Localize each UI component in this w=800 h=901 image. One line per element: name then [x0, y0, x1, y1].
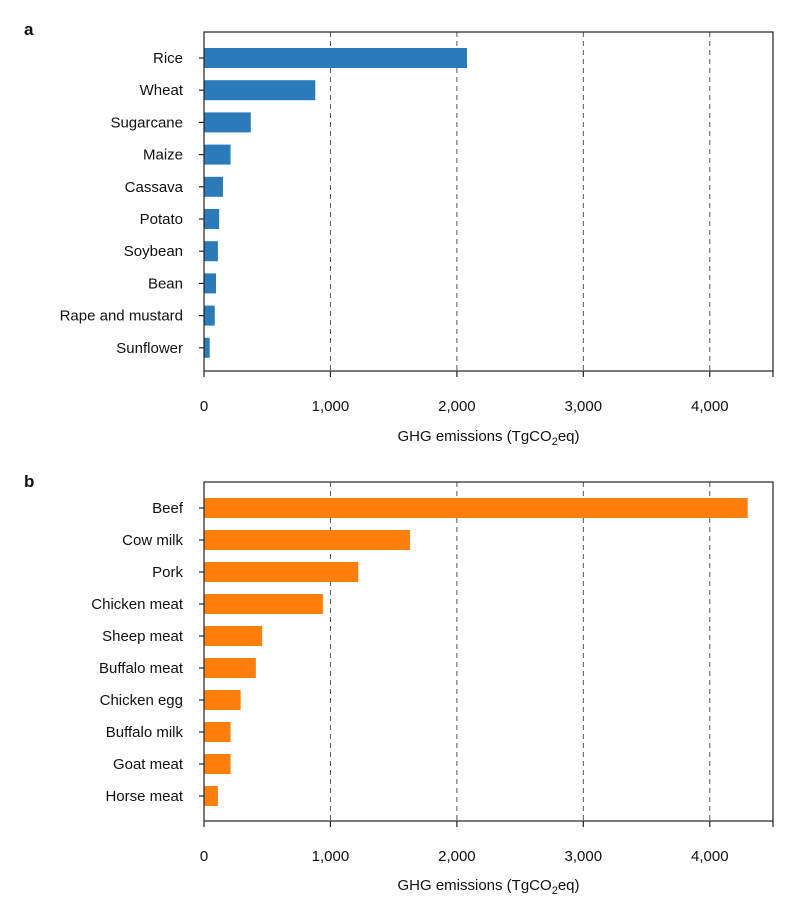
- bar-pork: [204, 562, 359, 582]
- x-tick-label: 2,000: [438, 848, 476, 865]
- panel-letter: b: [24, 472, 34, 491]
- category-label: Goat meat: [113, 756, 184, 773]
- x-tick-label: 4,000: [691, 848, 729, 865]
- category-label: Soybean: [124, 243, 183, 260]
- bar-horse-meat: [204, 786, 218, 806]
- bar-potato: [204, 209, 220, 229]
- bar-soybean: [204, 241, 218, 262]
- bar-sheep-meat: [204, 626, 263, 646]
- x-axis-title: GHG emissions (TgCO2eq): [397, 877, 579, 897]
- bar-buffalo-meat: [204, 658, 256, 678]
- category-label: Sunflower: [116, 340, 183, 357]
- x-axis-title-subscript: 2: [552, 885, 558, 897]
- x-axis-title-main: GHG emissions (TgCO: [397, 877, 551, 894]
- x-axis-title-end: eq): [558, 877, 580, 894]
- x-tick-label: 3,000: [565, 398, 603, 415]
- category-label: Buffalo milk: [106, 724, 184, 741]
- panel-letter: a: [24, 20, 34, 39]
- category-label: Cassava: [125, 179, 184, 196]
- category-label: Pork: [152, 564, 183, 581]
- category-label: Chicken egg: [100, 692, 183, 709]
- x-axis-title-subscript: 2: [552, 436, 558, 448]
- category-label: Sheep meat: [102, 628, 184, 645]
- category-label: Maize: [143, 147, 183, 164]
- category-label: Wheat: [140, 82, 184, 99]
- bar-cow-milk: [204, 530, 411, 550]
- category-label: Beef: [152, 500, 184, 517]
- bar-rape-and-mustard: [204, 305, 215, 326]
- chart-panel-b: b Beef Cow milk Pork Chicken meat Sheep meat B…: [24, 472, 774, 897]
- category-label: Rape and mustard: [60, 308, 183, 325]
- category-label: Sugarcane: [110, 114, 183, 131]
- bar-sunflower: [204, 337, 210, 358]
- x-tick-label: 4,000: [691, 398, 729, 415]
- bar-goat-meat: [204, 754, 231, 774]
- x-tick-label: 0: [200, 848, 208, 865]
- category-label: Bean: [148, 275, 183, 292]
- category-label: Potato: [140, 211, 183, 228]
- x-axis-title-end: eq): [558, 428, 580, 445]
- bar-cassava: [204, 176, 223, 197]
- x-tick-label: 1,000: [312, 398, 350, 415]
- bar-wheat: [204, 80, 316, 101]
- x-tick-label: 2,000: [438, 398, 476, 415]
- bar-beef: [204, 498, 748, 518]
- category-label: Cow milk: [122, 532, 183, 549]
- plot-frame: [203, 481, 774, 822]
- chart-panel-a: a Rice Wheat Sugarcane Maize Cassava Potato Soy…: [24, 20, 774, 448]
- category-label: Buffalo meat: [99, 660, 184, 677]
- category-label: Chicken meat: [91, 596, 184, 613]
- category-label: Rice: [153, 50, 183, 67]
- bar-chicken-egg: [204, 690, 241, 710]
- x-tick-label: 3,000: [565, 848, 603, 865]
- x-axis-title-main: GHG emissions (TgCO: [397, 428, 551, 445]
- category-label: Horse meat: [105, 788, 183, 805]
- x-tick-label: 0: [200, 398, 208, 415]
- bar-sugarcane: [204, 112, 251, 133]
- x-axis-title: GHG emissions (TgCO2eq): [397, 428, 579, 448]
- plot-frame: [203, 31, 774, 372]
- bar-buffalo-milk: [204, 722, 231, 742]
- bar-bean: [204, 273, 217, 294]
- bar-rice: [204, 48, 468, 68]
- bar-chicken-meat: [204, 594, 323, 614]
- bar-maize: [204, 144, 231, 165]
- x-tick-label: 1,000: [312, 848, 350, 865]
